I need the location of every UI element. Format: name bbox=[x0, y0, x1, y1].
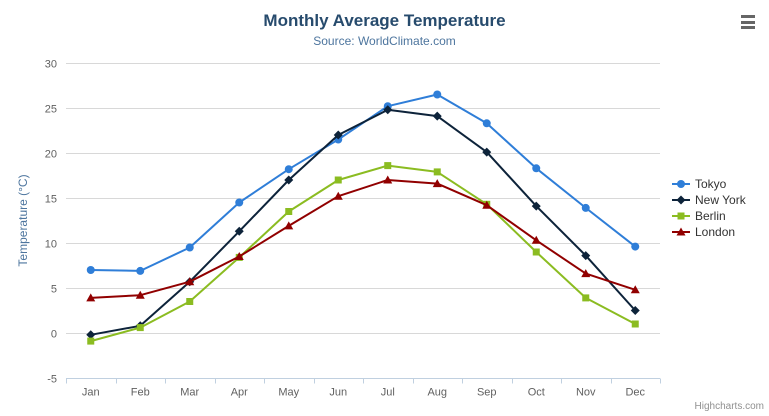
circle-marker bbox=[532, 164, 541, 173]
credit-link[interactable]: Highcharts.com bbox=[694, 401, 764, 412]
y-axis-tick-label: 25 bbox=[45, 104, 57, 116]
y-axis-tick-label: -5 bbox=[47, 374, 57, 386]
legend-item-london[interactable]: London bbox=[672, 224, 746, 240]
chart-subtitle: Source: WorldClimate.com bbox=[313, 34, 456, 48]
y-axis-tick-label: 20 bbox=[45, 149, 57, 161]
square-marker bbox=[677, 212, 685, 220]
triangle-marker bbox=[284, 221, 294, 230]
diamond-marker bbox=[284, 175, 294, 185]
y-axis-tick-label: 15 bbox=[45, 194, 57, 206]
diamond-marker bbox=[531, 201, 541, 211]
square-marker bbox=[631, 320, 639, 328]
chart-title: Monthly Average Temperature bbox=[263, 11, 506, 30]
circle-marker bbox=[433, 90, 442, 99]
x-axis-tick-label: Feb bbox=[131, 387, 150, 399]
square-marker bbox=[384, 162, 392, 170]
y-axis-tick-label: 30 bbox=[45, 59, 57, 71]
legend-symbol-square-icon bbox=[672, 212, 690, 220]
y-axis-tick-label: 10 bbox=[45, 239, 57, 251]
legend-symbol-diamond-icon bbox=[672, 195, 690, 205]
square-marker bbox=[334, 176, 342, 184]
x-axis-tick-label: May bbox=[278, 387, 299, 399]
triangle-marker bbox=[185, 277, 195, 286]
series-line-new-york bbox=[89, 108, 637, 336]
triangle-marker bbox=[581, 269, 591, 278]
triangle-marker bbox=[630, 285, 640, 294]
legend-label: London bbox=[695, 225, 736, 239]
square-marker bbox=[433, 168, 441, 176]
square-marker bbox=[285, 208, 293, 215]
x-axis-tick-label: Jun bbox=[329, 387, 347, 399]
x-axis-tick-label: Apr bbox=[231, 387, 248, 399]
hamburger-bar bbox=[741, 15, 755, 18]
legend-symbol-circle-icon bbox=[672, 180, 690, 188]
diamond-marker bbox=[581, 251, 591, 261]
legend: Tokyo New York Berlin London bbox=[672, 176, 746, 240]
circle-marker bbox=[235, 198, 244, 207]
legend-symbol-triangle-icon bbox=[672, 227, 690, 236]
diamond-marker bbox=[676, 195, 686, 205]
circle-marker bbox=[482, 119, 491, 128]
hamburger-bar bbox=[741, 20, 755, 24]
triangle-marker bbox=[135, 290, 145, 299]
circle-marker bbox=[284, 165, 293, 174]
diamond-marker bbox=[333, 130, 343, 140]
x-axis-tick-label: Oct bbox=[528, 387, 545, 399]
square-marker bbox=[136, 324, 144, 332]
diamond-marker bbox=[482, 147, 492, 157]
diamond-marker bbox=[234, 226, 244, 236]
y-axis-tick-label: 0 bbox=[51, 329, 57, 341]
x-axis-tick-label: Mar bbox=[180, 387, 199, 399]
legend-item-tokyo[interactable]: Tokyo bbox=[672, 176, 746, 192]
triangle-marker bbox=[86, 293, 96, 302]
circle-marker bbox=[136, 266, 145, 275]
circle-marker bbox=[185, 243, 194, 252]
square-marker bbox=[582, 294, 590, 302]
series-line-berlin bbox=[89, 164, 637, 343]
square-marker bbox=[186, 298, 194, 305]
x-axis-tick-label: Dec bbox=[625, 387, 645, 399]
series-line-london bbox=[89, 179, 637, 299]
context-menu-icon[interactable] bbox=[739, 14, 757, 30]
triangle-marker bbox=[383, 175, 393, 184]
square-marker bbox=[87, 337, 95, 345]
diamond-marker bbox=[383, 105, 393, 115]
circle-marker bbox=[581, 203, 590, 212]
x-axis-tick-label: Aug bbox=[427, 387, 447, 399]
legend-label: Berlin bbox=[695, 209, 726, 223]
circle-marker bbox=[86, 266, 95, 274]
y-axis-tick-label: 5 bbox=[51, 284, 57, 296]
series-line-tokyo bbox=[89, 93, 637, 272]
x-axis-tick-label: Nov bbox=[576, 387, 596, 399]
x-axis-tick-label: Jul bbox=[381, 387, 395, 399]
triangle-marker bbox=[482, 200, 492, 209]
x-axis-tick-label: Jan bbox=[82, 387, 100, 399]
x-axis-tick-label: Sep bbox=[477, 387, 497, 399]
diamond-marker bbox=[432, 111, 442, 121]
triangle-marker bbox=[333, 191, 343, 200]
diamond-marker bbox=[86, 330, 96, 340]
legend-label: Tokyo bbox=[695, 177, 727, 191]
y-axis-title: Temperature (°C) bbox=[16, 174, 30, 266]
hamburger-bar bbox=[741, 26, 755, 29]
square-marker bbox=[532, 248, 540, 256]
circle-marker bbox=[677, 180, 685, 188]
legend-item-berlin[interactable]: Berlin bbox=[672, 208, 746, 224]
triangle-marker bbox=[234, 252, 244, 260]
circle-marker bbox=[631, 242, 640, 251]
diamond-marker bbox=[630, 306, 640, 315]
triangle-marker bbox=[531, 235, 541, 244]
legend-label: New York bbox=[695, 193, 746, 207]
triangle-marker bbox=[676, 227, 686, 236]
triangle-marker bbox=[432, 179, 442, 188]
legend-item-new-york[interactable]: New York bbox=[672, 192, 746, 208]
